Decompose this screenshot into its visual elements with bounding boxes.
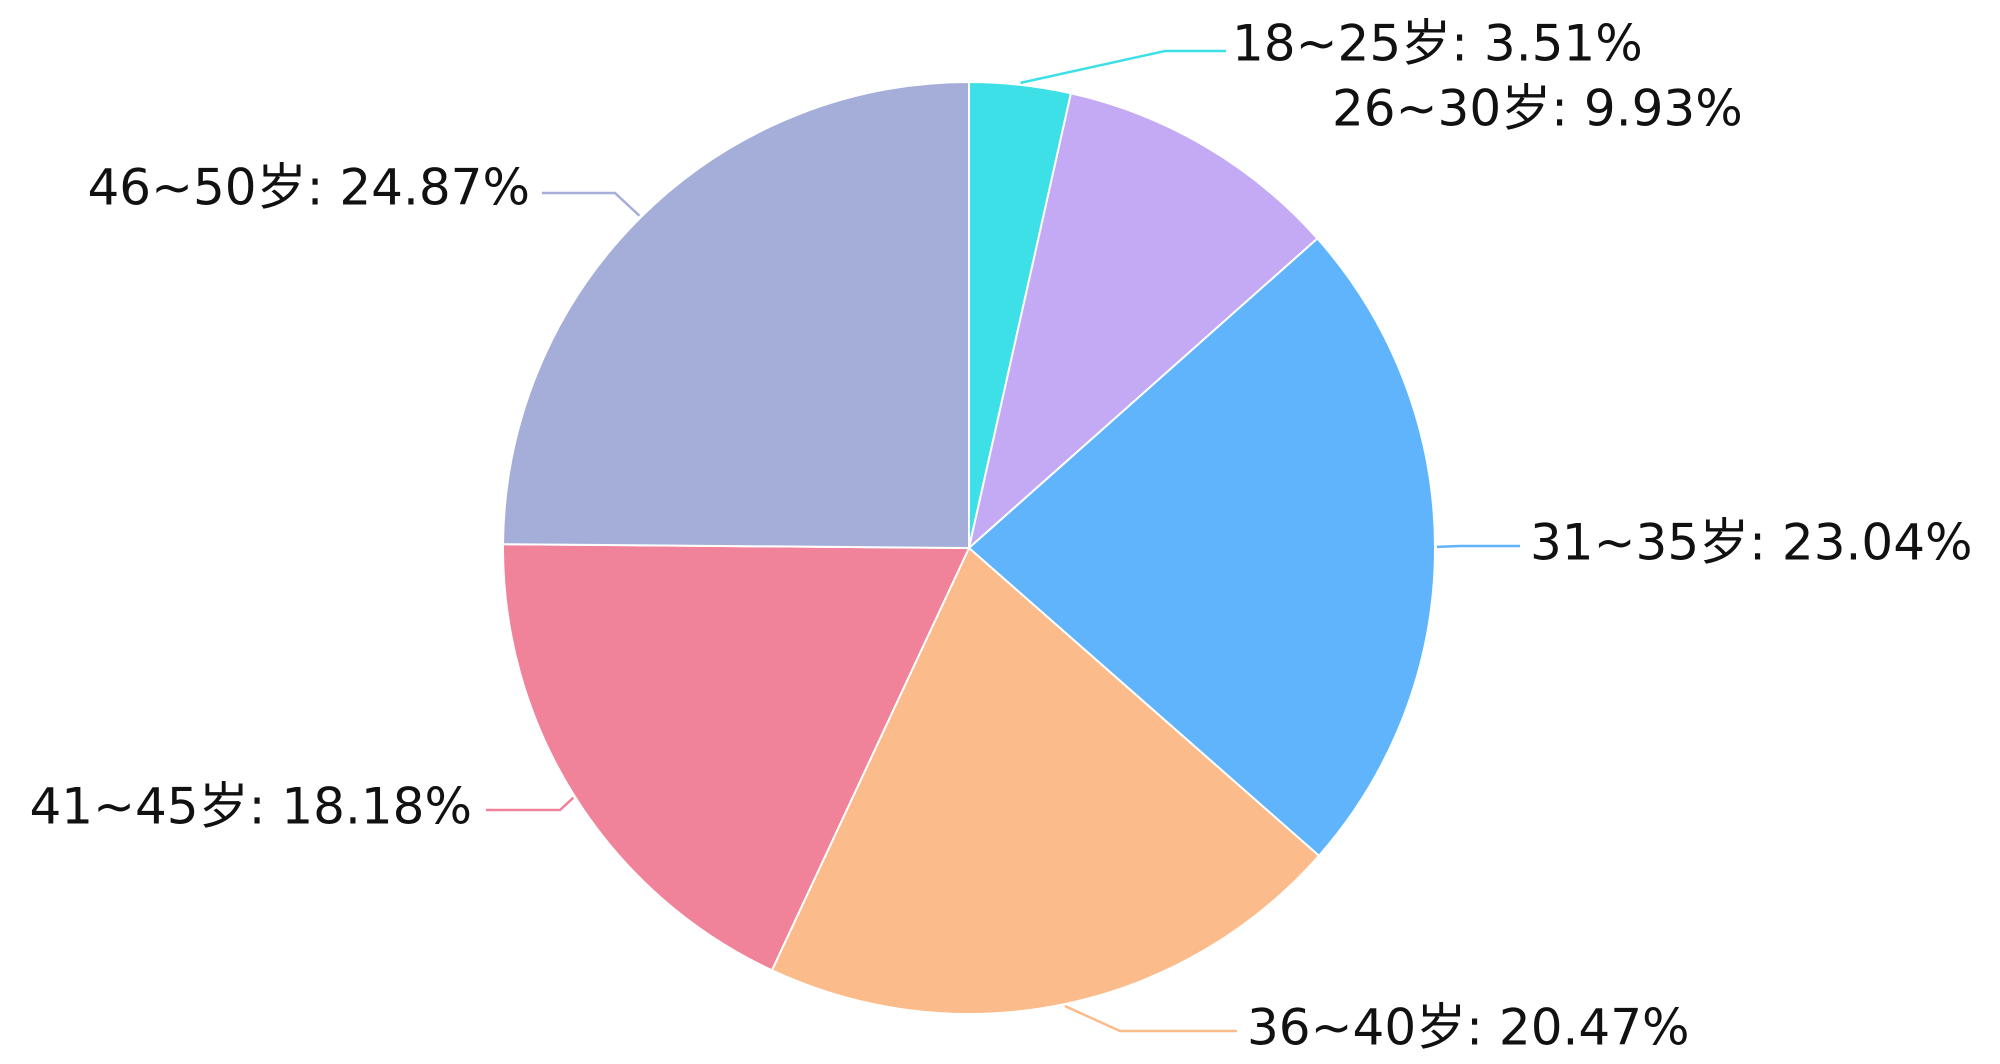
slice-label: 26~30岁: 9.93% — [1332, 80, 1743, 138]
pie-slice — [967, 237, 1437, 858]
pie-slice — [502, 543, 971, 972]
slice-label: 46~50岁: 24.87% — [87, 159, 530, 217]
leader-line — [1064, 1004, 1237, 1033]
leader-line — [1020, 49, 1226, 85]
slice-label: 36~40岁: 20.47% — [1247, 999, 1690, 1057]
slice-label: 18~25岁: 3.51% — [1232, 15, 1643, 73]
leader-line — [542, 191, 641, 217]
pie-slice — [502, 80, 970, 550]
pie-slice — [770, 546, 1321, 1015]
pie-slice — [967, 92, 1319, 551]
leader-line — [1436, 544, 1520, 549]
leader-line — [486, 796, 575, 812]
slice-label: 41~45岁: 18.18% — [29, 778, 472, 836]
slice-label: 31~35岁: 23.04% — [1530, 514, 1973, 572]
